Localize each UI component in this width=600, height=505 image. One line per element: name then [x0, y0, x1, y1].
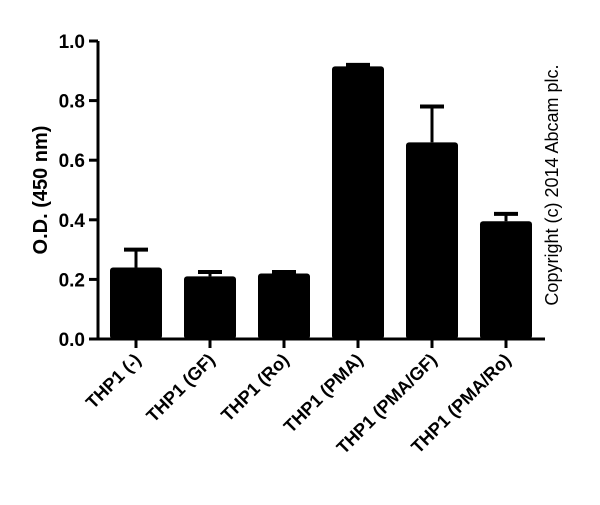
bar [480, 221, 532, 339]
x-axis [98, 337, 545, 348]
category-label: THP1 (-) [82, 350, 145, 413]
bar [332, 66, 384, 339]
y-tick-label: 0.0 [59, 330, 85, 351]
y-axis: 0.0 0.2 0.4 0.6 0.8 1.0 [59, 32, 100, 351]
y-tick-label: 1.0 [59, 32, 85, 53]
y-tick-label: 0.2 [59, 270, 85, 291]
error-bars [124, 62, 518, 277]
bars [110, 66, 532, 339]
bar [258, 273, 310, 339]
bar [110, 267, 162, 339]
category-label: THP1 (GF) [142, 350, 218, 426]
bar [184, 276, 236, 339]
copyright-notice: Copyright (c) 2014 Abcam plc. [542, 64, 562, 305]
category-labels: THP1 (-)THP1 (GF)THP1 (Ro)THP1 (PMA)THP1… [82, 350, 515, 458]
y-tick-label: 0.8 [59, 92, 85, 113]
bar [406, 142, 458, 339]
y-axis-title: O.D. (450 nm) [30, 126, 52, 255]
y-tick-label: 0.4 [59, 211, 86, 232]
category-label: THP1 (Ro) [217, 350, 293, 426]
y-tick-label: 0.6 [59, 151, 85, 172]
